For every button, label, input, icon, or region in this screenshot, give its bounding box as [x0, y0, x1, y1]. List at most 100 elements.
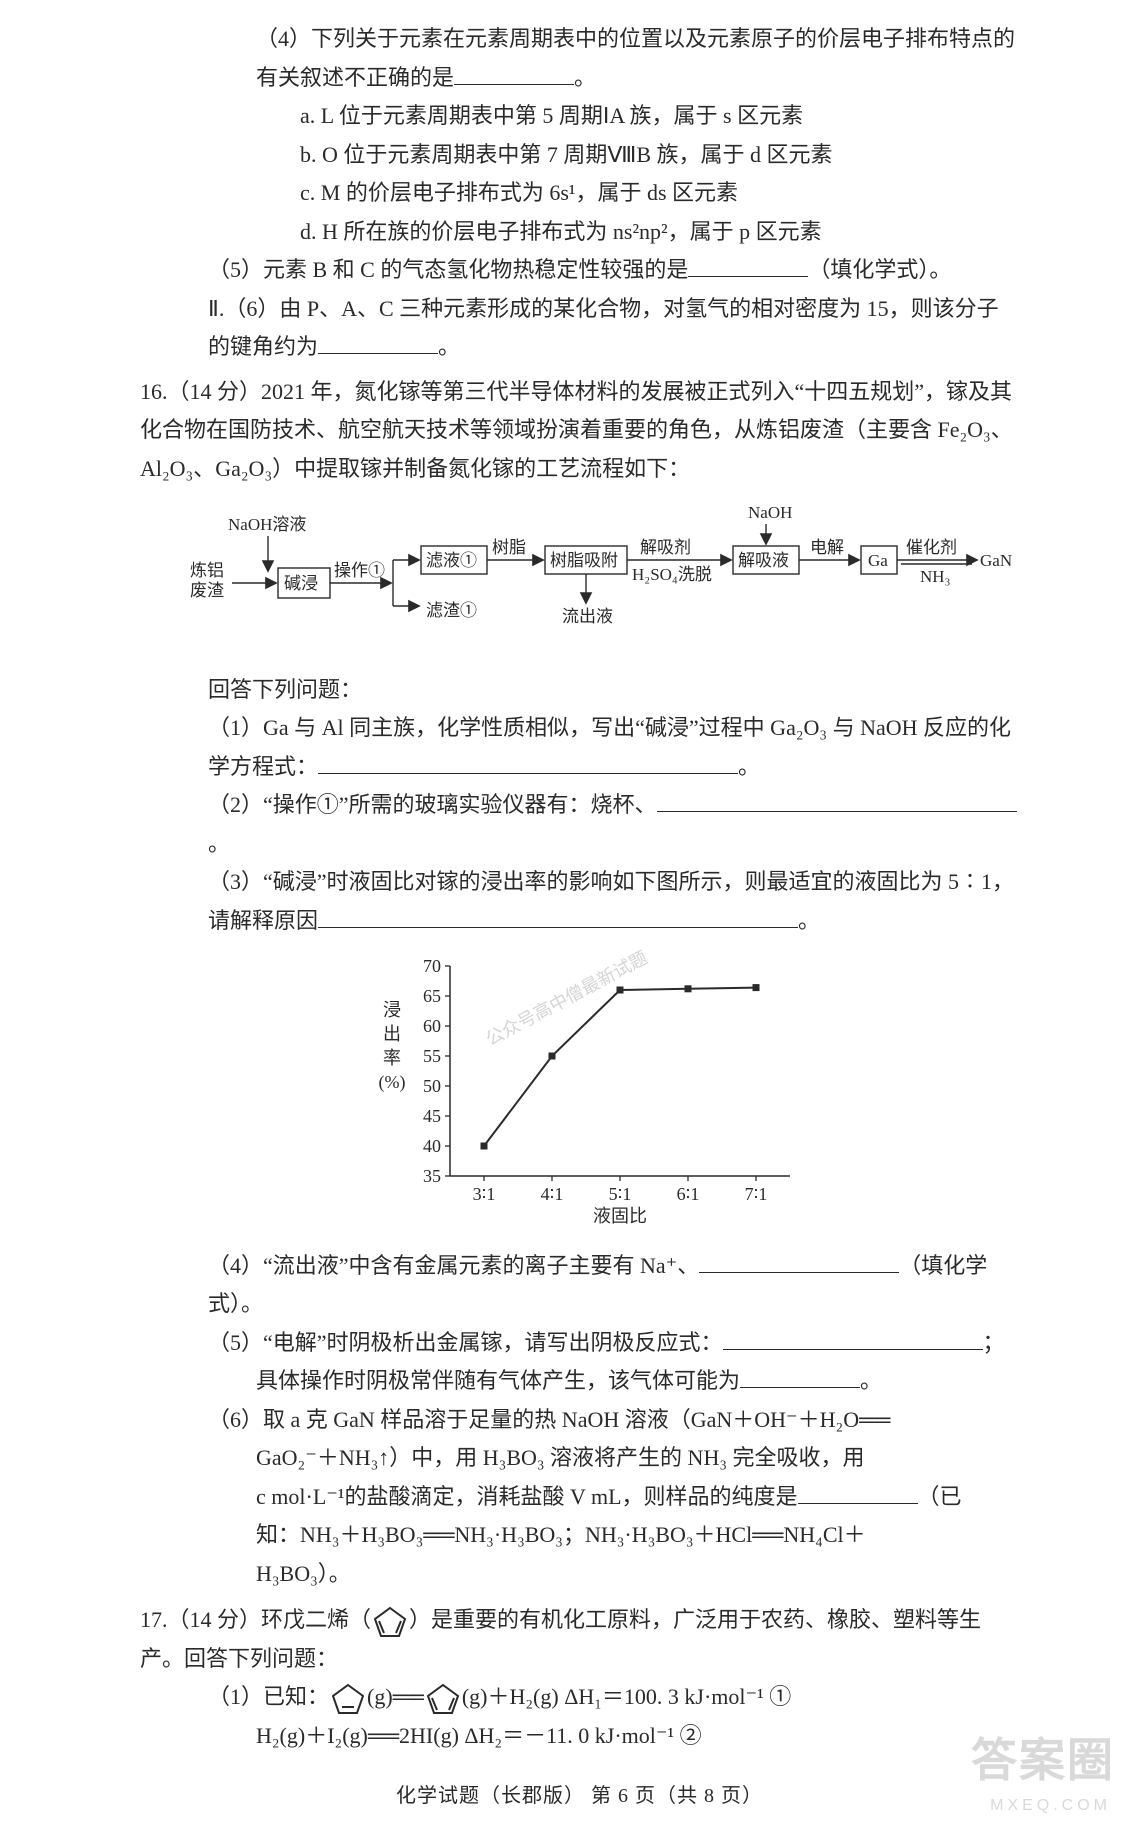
svg-text:树脂吸附: 树脂吸附 [550, 551, 618, 570]
svg-text:5∶1: 5∶1 [608, 1184, 631, 1204]
q17-1: （1）已知： (g)══ (g)＋H₂(g) ΔH₁＝100. 3 kJ·mol⁻¹… [140, 1678, 1019, 1717]
blank-q16-2 [657, 787, 1017, 812]
svg-text:H₂SO₄洗脱: H₂SO₄洗脱 [632, 565, 712, 584]
svg-text:40: 40 [423, 1136, 441, 1156]
q15-4-lead: （4）下列关于元素在元素周期表中的位置以及元素原子的价层电子排布特点的有关叙述不… [140, 20, 1019, 97]
q17-intro-a: 环戊二烯（ [261, 1607, 371, 1632]
svg-text:GaN: GaN [980, 551, 1012, 570]
svg-text:树脂: 树脂 [492, 538, 526, 557]
q17-eq1-right: (g)＋H₂(g) ΔH₁＝100. 3 kJ·mol⁻¹ ① [462, 1684, 791, 1709]
q17: 17.（14 分）环戊二烯（）是重要的有机化工原料，广泛用于农药、橡胶、塑料等生… [140, 1601, 1019, 1678]
svg-text:废渣: 废渣 [190, 581, 224, 600]
svg-text:炼铝: 炼铝 [190, 561, 224, 580]
q15-5-lead: （5）元素 B 和 C 的气态氢化物热稳定性较强的是 [208, 257, 688, 282]
q15-4-end: 。 [574, 65, 596, 90]
q15-6-end: 。 [438, 334, 460, 359]
svg-text:4∶1: 4∶1 [540, 1184, 563, 1204]
q17-points: （14 分） [168, 1607, 262, 1632]
q16-3: （3）“碱浸”时液固比对镓的浸出率的影响如下图所示，则最适宜的液固比为 5∶1，… [140, 863, 1019, 940]
page-footer: 化学试题（长郡版） 第 6 页（共 8 页） [140, 1779, 1019, 1814]
svg-text:操作①: 操作① [334, 561, 385, 580]
q15-4-a: a. L 位于元素周期表中第 5 周期ⅠA 族，属于 s 区元素 [140, 97, 1019, 136]
q15-4-text: （4）下列关于元素在元素周期表中的位置以及元素原子的价层电子排布特点的有关叙述不… [256, 26, 1015, 90]
q16-points: （14 分） [168, 379, 262, 404]
q16-1: （1）Ga 与 Al 同主族，化学性质相似，写出“碱浸”过程中 Ga₂O₃ 与 … [140, 709, 1019, 786]
svg-text:Ga: Ga [868, 551, 888, 570]
svg-text:70: 70 [423, 956, 441, 976]
q15-5-end: （填化学式）。 [808, 257, 951, 282]
svg-text:催化剂: 催化剂 [906, 538, 957, 557]
q16-2: （2）“操作①”所需的玻璃实验仪器有：烧杯、。 [140, 786, 1019, 863]
svg-text:65: 65 [423, 986, 441, 1006]
svg-text:7∶1: 7∶1 [744, 1184, 767, 1204]
svg-text:6∶1: 6∶1 [676, 1184, 699, 1204]
q16-6-l3a: c mol·L⁻¹的盐酸滴定，消耗盐酸 V mL，则样品的纯度是 [256, 1484, 798, 1509]
q16-6-l1: （6）取 a 克 GaN 样品溶于足量的热 NaOH 溶液（GaN＋OH⁻＋H₂… [140, 1401, 1019, 1440]
q16-6-l5: H₃BO₃）。 [140, 1555, 1019, 1594]
blank-q15-6 [318, 329, 438, 354]
leach-chart: 公众号高中僧最新试题 35 40 45 50 55 60 65 70 3∶1 4∶1 5∶1 6∶1 7∶… [350, 948, 810, 1228]
q17-eq2: H₂(g)＋I₂(g)══2HI(g) ΔH₂＝－11. 0 kJ·mol⁻¹ … [140, 1717, 1019, 1756]
svg-text:率: 率 [383, 1048, 401, 1068]
q16-4: （4）“流出液”中含有金属元素的离子主要有 Na⁺、（填化学式）。 [140, 1247, 1019, 1324]
svg-text:出: 出 [383, 1024, 401, 1044]
q16-6-l4: 知：NH₃＋H₃BO₃══NH₃·H₃BO₃；NH₃·H₃BO₃＋HCl══NH… [140, 1516, 1019, 1555]
svg-text:(%): (%) [378, 1072, 405, 1093]
q17-eq1-left: (g)══ [367, 1684, 424, 1709]
svg-text:NH₃: NH₃ [920, 567, 951, 586]
blank-q15-4 [454, 59, 574, 84]
svg-text:电解: 电解 [810, 538, 844, 557]
svg-text:流出液: 流出液 [562, 607, 613, 626]
q17-1-lead: （1）已知： [208, 1684, 329, 1709]
svg-text:浸: 浸 [383, 1000, 401, 1020]
q16: 16.（14 分）2021 年，氮化镓等第三代半导体材料的发展被正式列入“十四五… [140, 373, 1019, 489]
svg-text:滤液①: 滤液① [426, 551, 477, 570]
cyclopentadiene-icon-2 [424, 1682, 462, 1716]
q16-6-l2: GaO₂⁻＋NH₃↑）中，用 H₃BO₃ 溶液将产生的 NH₃ 完全吸收，用 [140, 1439, 1019, 1478]
q16-5-lead: （5）“电解”时阴极析出金属镓，请写出阴极反应式： [208, 1330, 723, 1355]
q15-4-b: b. O 位于元素周期表中第 7 周期ⅧB 族，属于 d 区元素 [140, 136, 1019, 175]
q15-4-c: c. M 的价层电子排布式为 6s¹，属于 ds 区元素 [140, 174, 1019, 213]
svg-text:60: 60 [423, 1016, 441, 1036]
q16-5: （5）“电解”时阴极析出金属镓，请写出阴极反应式：； [140, 1324, 1019, 1363]
chart-container: 公众号高中僧最新试题 35 40 45 50 55 60 65 70 3∶1 4∶1 5∶1 6∶1 7∶… [350, 948, 810, 1241]
flow-svg: 炼铝 废渣 NaOH溶液 碱浸 操作① 滤液① [190, 498, 1020, 648]
svg-text:液固比: 液固比 [593, 1206, 647, 1226]
q15-5: （5）元素 B 和 C 的气态氢化物热稳定性较强的是 （填化学式）。 [140, 251, 1019, 290]
svg-text:50: 50 [423, 1076, 441, 1096]
svg-text:解吸液: 解吸液 [738, 551, 789, 570]
q15-6: Ⅱ.（6）由 P、A、C 三种元素形成的某化合物，对氢气的相对密度为 15，则该… [140, 290, 1019, 367]
svg-text:35: 35 [423, 1166, 441, 1186]
flow-diagram: 炼铝 废渣 NaOH溶液 碱浸 操作① 滤液① [190, 498, 1020, 661]
blank-q16-1 [318, 748, 738, 773]
blank-q15-5 [688, 252, 808, 277]
q16-5b-lead: 具体操作时阴极常伴随有气体产生，该气体可能为 [256, 1368, 740, 1393]
q16-2-end: 。 [208, 831, 230, 856]
blank-q16-5 [723, 1324, 983, 1349]
watermark: 答案圈 [971, 1720, 1115, 1801]
blank-q16-5b [740, 1363, 860, 1388]
svg-text:公众号高中僧最新试题: 公众号高中僧最新试题 [482, 948, 650, 1050]
q16-6-l3b: （已 [918, 1484, 962, 1509]
q16-6-l3: c mol·L⁻¹的盐酸滴定，消耗盐酸 V mL，则样品的纯度是 （已 [140, 1478, 1019, 1517]
q16-intro: 2021 年，氮化镓等第三代半导体材料的发展被正式列入“十四五规划”，镓及其化合… [140, 379, 1013, 481]
q16-1-end: 。 [738, 754, 760, 779]
svg-text:3∶1: 3∶1 [472, 1184, 495, 1204]
page-container: （4）下列关于元素在元素周期表中的位置以及元素原子的价层电子排布特点的有关叙述不… [0, 0, 1139, 1844]
q16-5b: 具体操作时阴极常伴随有气体产生，该气体可能为。 [140, 1362, 1019, 1401]
q16-2-lead: （2）“操作①”所需的玻璃实验仪器有：烧杯、 [208, 792, 657, 817]
q16-4-lead: （4）“流出液”中含有金属元素的离子主要有 Na⁺、 [208, 1253, 699, 1278]
q17-num: 17. [140, 1607, 168, 1632]
blank-q16-4 [699, 1247, 899, 1272]
blank-q16-3 [318, 902, 798, 927]
blank-q16-6 [798, 1478, 918, 1503]
svg-text:解吸剂: 解吸剂 [640, 538, 691, 557]
svg-text:NaOH溶液: NaOH溶液 [228, 515, 306, 534]
cyclopentadiene-icon [371, 1605, 409, 1639]
svg-text:55: 55 [423, 1046, 441, 1066]
q16-answer-lead: 回答下列问题： [140, 671, 1019, 710]
svg-text:滤渣①: 滤渣① [426, 601, 477, 620]
svg-text:45: 45 [423, 1106, 441, 1126]
q16-3-end: 。 [798, 908, 820, 933]
q15-4-d: d. H 所在族的价层电子排布式为 ns²np²，属于 p 区元素 [140, 213, 1019, 252]
